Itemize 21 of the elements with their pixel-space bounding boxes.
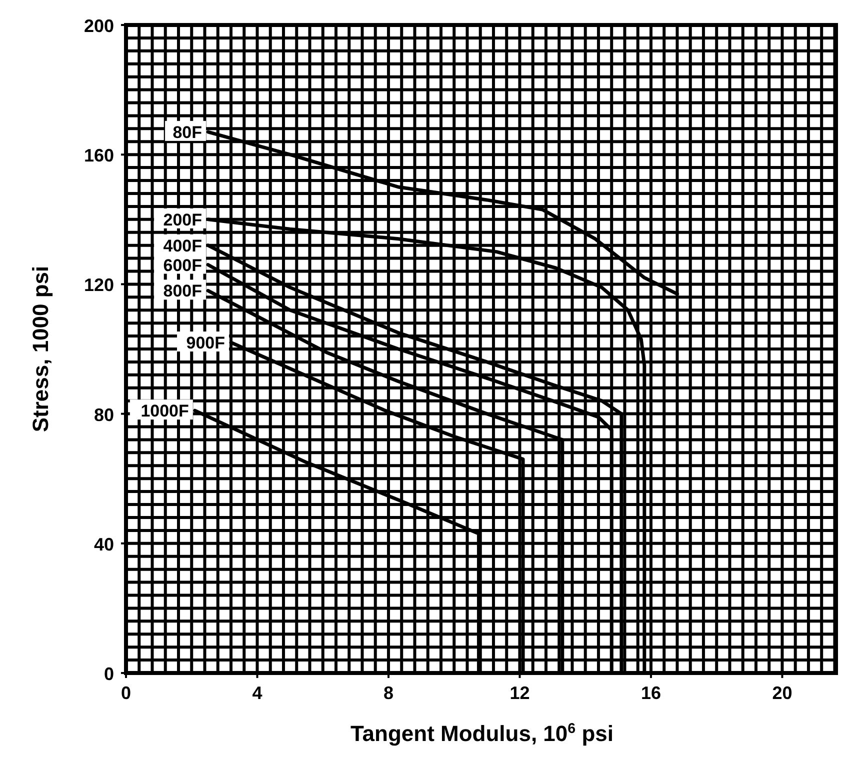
y-tick-label: 80 — [94, 404, 114, 425]
x-tick-label: 20 — [772, 683, 792, 703]
x-tick-label: 8 — [383, 683, 394, 703]
y-tick-label: 160 — [84, 146, 114, 166]
x-tick-label: 0 — [120, 683, 132, 703]
y-axis-title: Stress, 1000 psi — [28, 266, 53, 432]
x-tick-label: 12 — [510, 683, 530, 703]
y-tick-label: 0 — [104, 664, 114, 684]
series-label: 800F — [163, 282, 202, 301]
series-label: 200F — [163, 210, 202, 230]
y-tick-label: 200 — [84, 16, 114, 36]
y-tick-label: 120 — [84, 275, 114, 296]
series-label: 400F — [163, 236, 202, 256]
x-tick-label: 16 — [640, 683, 661, 703]
x-tick-label: 4 — [252, 683, 262, 703]
x-axis-title: Tangent Modulus, 10$^{6}$ psi — [350, 721, 614, 746]
series-label: 1000F — [140, 402, 189, 421]
series-label: 80F — [172, 122, 202, 142]
series-label: 600F — [163, 256, 202, 275]
y-tick-label: 40 — [94, 534, 114, 554]
series-label: 900F — [186, 334, 225, 353]
